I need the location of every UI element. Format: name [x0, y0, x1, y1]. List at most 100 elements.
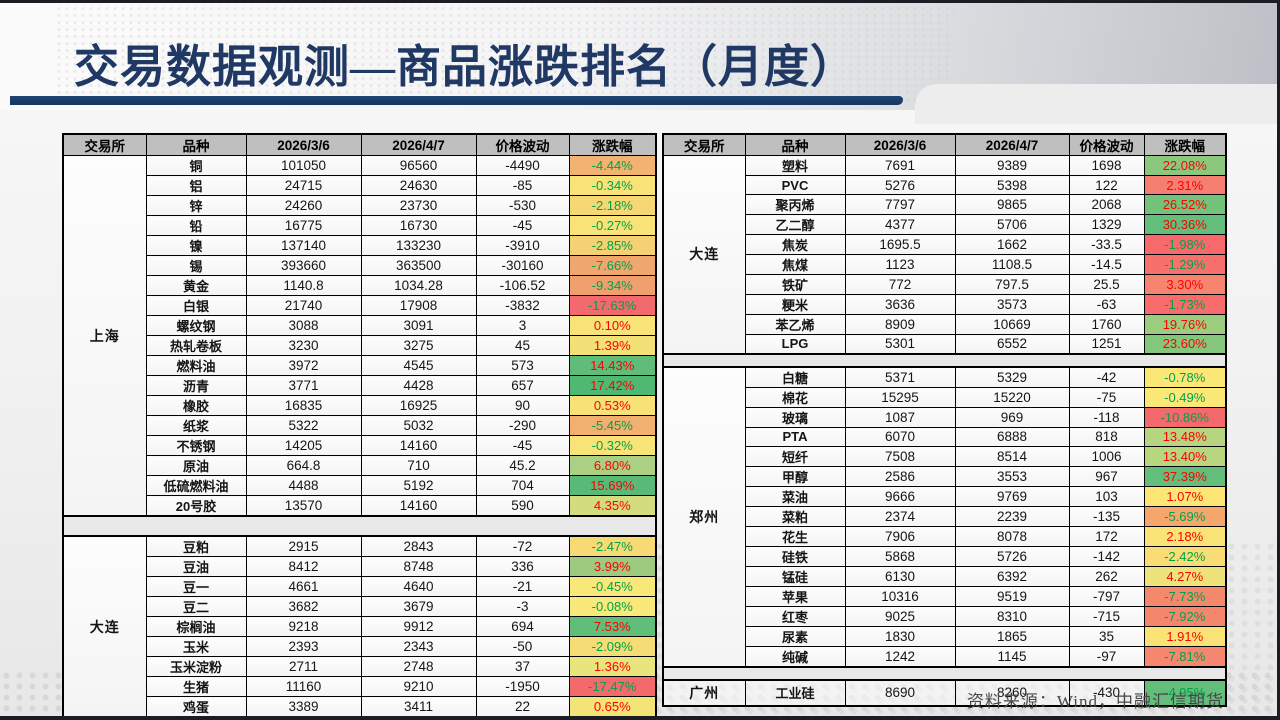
pct-change-cell: 0.65% [568, 696, 657, 718]
pct-change-cell: -0.32% [568, 435, 657, 456]
price-start: 1242 [844, 645, 956, 667]
dotted-map-texture [55, 5, 955, 105]
price-start: 1830 [844, 625, 956, 647]
column-header: 2026/3/6 [245, 133, 362, 156]
variety-name: PVC [744, 175, 846, 195]
price-end: 1034.28 [360, 275, 477, 296]
price-start: 2586 [844, 465, 956, 487]
price-change: -21 [475, 576, 570, 597]
price-end: 133230 [360, 235, 477, 256]
price-change: -4490 [475, 155, 570, 176]
commodity-row: 豆油 8412 8748 336 3.99% [63, 556, 657, 577]
price-change: 2068 [1068, 194, 1145, 215]
commodity-row: 铝 24715 24630 -85 -0.34% [63, 175, 657, 196]
price-change: -72 [475, 535, 570, 557]
variety-name: 铅 [145, 215, 247, 236]
pct-change-cell: 1.91% [1143, 625, 1227, 647]
price-start: 21740 [245, 295, 362, 316]
price-end: 5726 [954, 545, 1070, 567]
pct-change-cell: -7.66% [568, 255, 657, 276]
price-change: 37 [475, 656, 570, 677]
price-start: 1123 [844, 254, 956, 275]
source-note: 资料来源：Wind，中融汇信期货 [966, 692, 1224, 711]
right-edge [1277, 0, 1280, 720]
price-start: 4488 [245, 475, 362, 496]
price-change: 694 [475, 616, 570, 637]
price-start: 5868 [844, 545, 956, 567]
commodity-row: 燃料油 3972 4545 573 14.43% [63, 355, 657, 376]
price-start: 13570 [245, 495, 362, 517]
variety-name: 橡胶 [145, 395, 247, 416]
variety-name: 玉米 [145, 636, 247, 657]
price-start: 393660 [245, 255, 362, 276]
price-change: -45 [475, 435, 570, 456]
price-end: 14160 [360, 435, 477, 456]
commodity-row: 尿素 1830 1865 35 1.91% [663, 625, 1227, 647]
pct-change-cell: -7.81% [1143, 645, 1227, 667]
price-end: 363500 [360, 255, 477, 276]
price-start: 2393 [245, 636, 362, 657]
price-end: 14160 [360, 495, 477, 517]
variety-name: 聚丙烯 [744, 194, 846, 215]
commodity-row: 聚丙烯 7797 9865 2068 26.52% [663, 194, 1227, 215]
variety-name: 菜油 [744, 485, 846, 507]
price-end: 8748 [360, 556, 477, 577]
column-header: 价格波动 [475, 133, 570, 156]
commodity-row: 镍 137140 133230 -3910 -2.85% [63, 235, 657, 256]
variety-name: 黄金 [145, 275, 247, 296]
price-start: 4661 [245, 576, 362, 597]
exchange-label: 上海 [62, 155, 147, 517]
price-end: 969 [954, 406, 1070, 428]
commodity-row: 低硫燃料油 4488 5192 704 15.69% [63, 475, 657, 496]
pct-change-cell: 13.40% [1143, 445, 1227, 467]
pct-change-cell: -1.73% [1143, 294, 1227, 315]
commodity-row: 红枣 9025 8310 -715 -7.92% [663, 605, 1227, 627]
price-start: 9218 [245, 616, 362, 637]
variety-name: 热轧卷板 [145, 335, 247, 356]
pct-change-cell: -0.34% [568, 175, 657, 196]
pct-change-cell: -7.73% [1143, 585, 1227, 607]
column-header: 涨跌幅 [568, 133, 657, 156]
price-change: -118 [1068, 406, 1145, 428]
variety-name: PTA [744, 426, 846, 447]
pct-change-cell: -7.92% [1143, 605, 1227, 627]
price-end: 9865 [954, 194, 1070, 215]
commodity-row: 菜油 9666 9769 103 1.07% [663, 485, 1227, 507]
section-separator [662, 665, 1227, 681]
price-start: 9025 [844, 605, 956, 627]
pct-change-cell: -17.47% [568, 676, 657, 697]
column-header: 价格波动 [1068, 133, 1145, 156]
price-change: -715 [1068, 605, 1145, 627]
pct-change-cell: -5.69% [1143, 505, 1227, 527]
variety-name: 焦炭 [744, 234, 846, 255]
price-change: 172 [1068, 525, 1145, 547]
pct-change-cell: 19.76% [1143, 314, 1227, 335]
variety-name: 乙二醇 [744, 214, 846, 235]
pct-change-cell: 4.27% [1143, 565, 1227, 587]
commodity-row: 纯碱 1242 1145 -97 -7.81% [663, 645, 1227, 667]
price-change: -797 [1068, 585, 1145, 607]
pct-change-cell: 14.43% [568, 355, 657, 376]
variety-name: 豆二 [145, 596, 247, 617]
commodity-row: 豆二 3682 3679 -3 -0.08% [63, 596, 657, 617]
pct-change-cell: -1.98% [1143, 234, 1227, 255]
pct-change-cell: -2.09% [568, 636, 657, 657]
price-change: -14.5 [1068, 254, 1145, 275]
variety-name: 短纤 [744, 445, 846, 467]
price-end: 8078 [954, 525, 1070, 547]
price-end: 9389 [954, 155, 1070, 176]
commodity-row: 黄金 1140.8 1034.28 -106.52 -9.34% [63, 275, 657, 296]
price-change: -85 [475, 175, 570, 196]
price-end: 3553 [954, 465, 1070, 487]
price-end: 5192 [360, 475, 477, 496]
price-start: 2711 [245, 656, 362, 677]
variety-name: 铝 [145, 175, 247, 196]
ranking-table-left: 交易所 品种 2026/3/6 2026/4/7 价格波动 涨跌幅 上海铜 101050 965… [62, 133, 657, 718]
variety-name: 原油 [145, 455, 247, 476]
price-end: 9769 [954, 485, 1070, 507]
price-change: 1006 [1068, 445, 1145, 467]
price-change: 657 [475, 375, 570, 396]
variety-name: 生猪 [145, 676, 247, 697]
price-change: 122 [1068, 175, 1145, 195]
commodity-row: 纸浆 5322 5032 -290 -5.45% [63, 415, 657, 436]
